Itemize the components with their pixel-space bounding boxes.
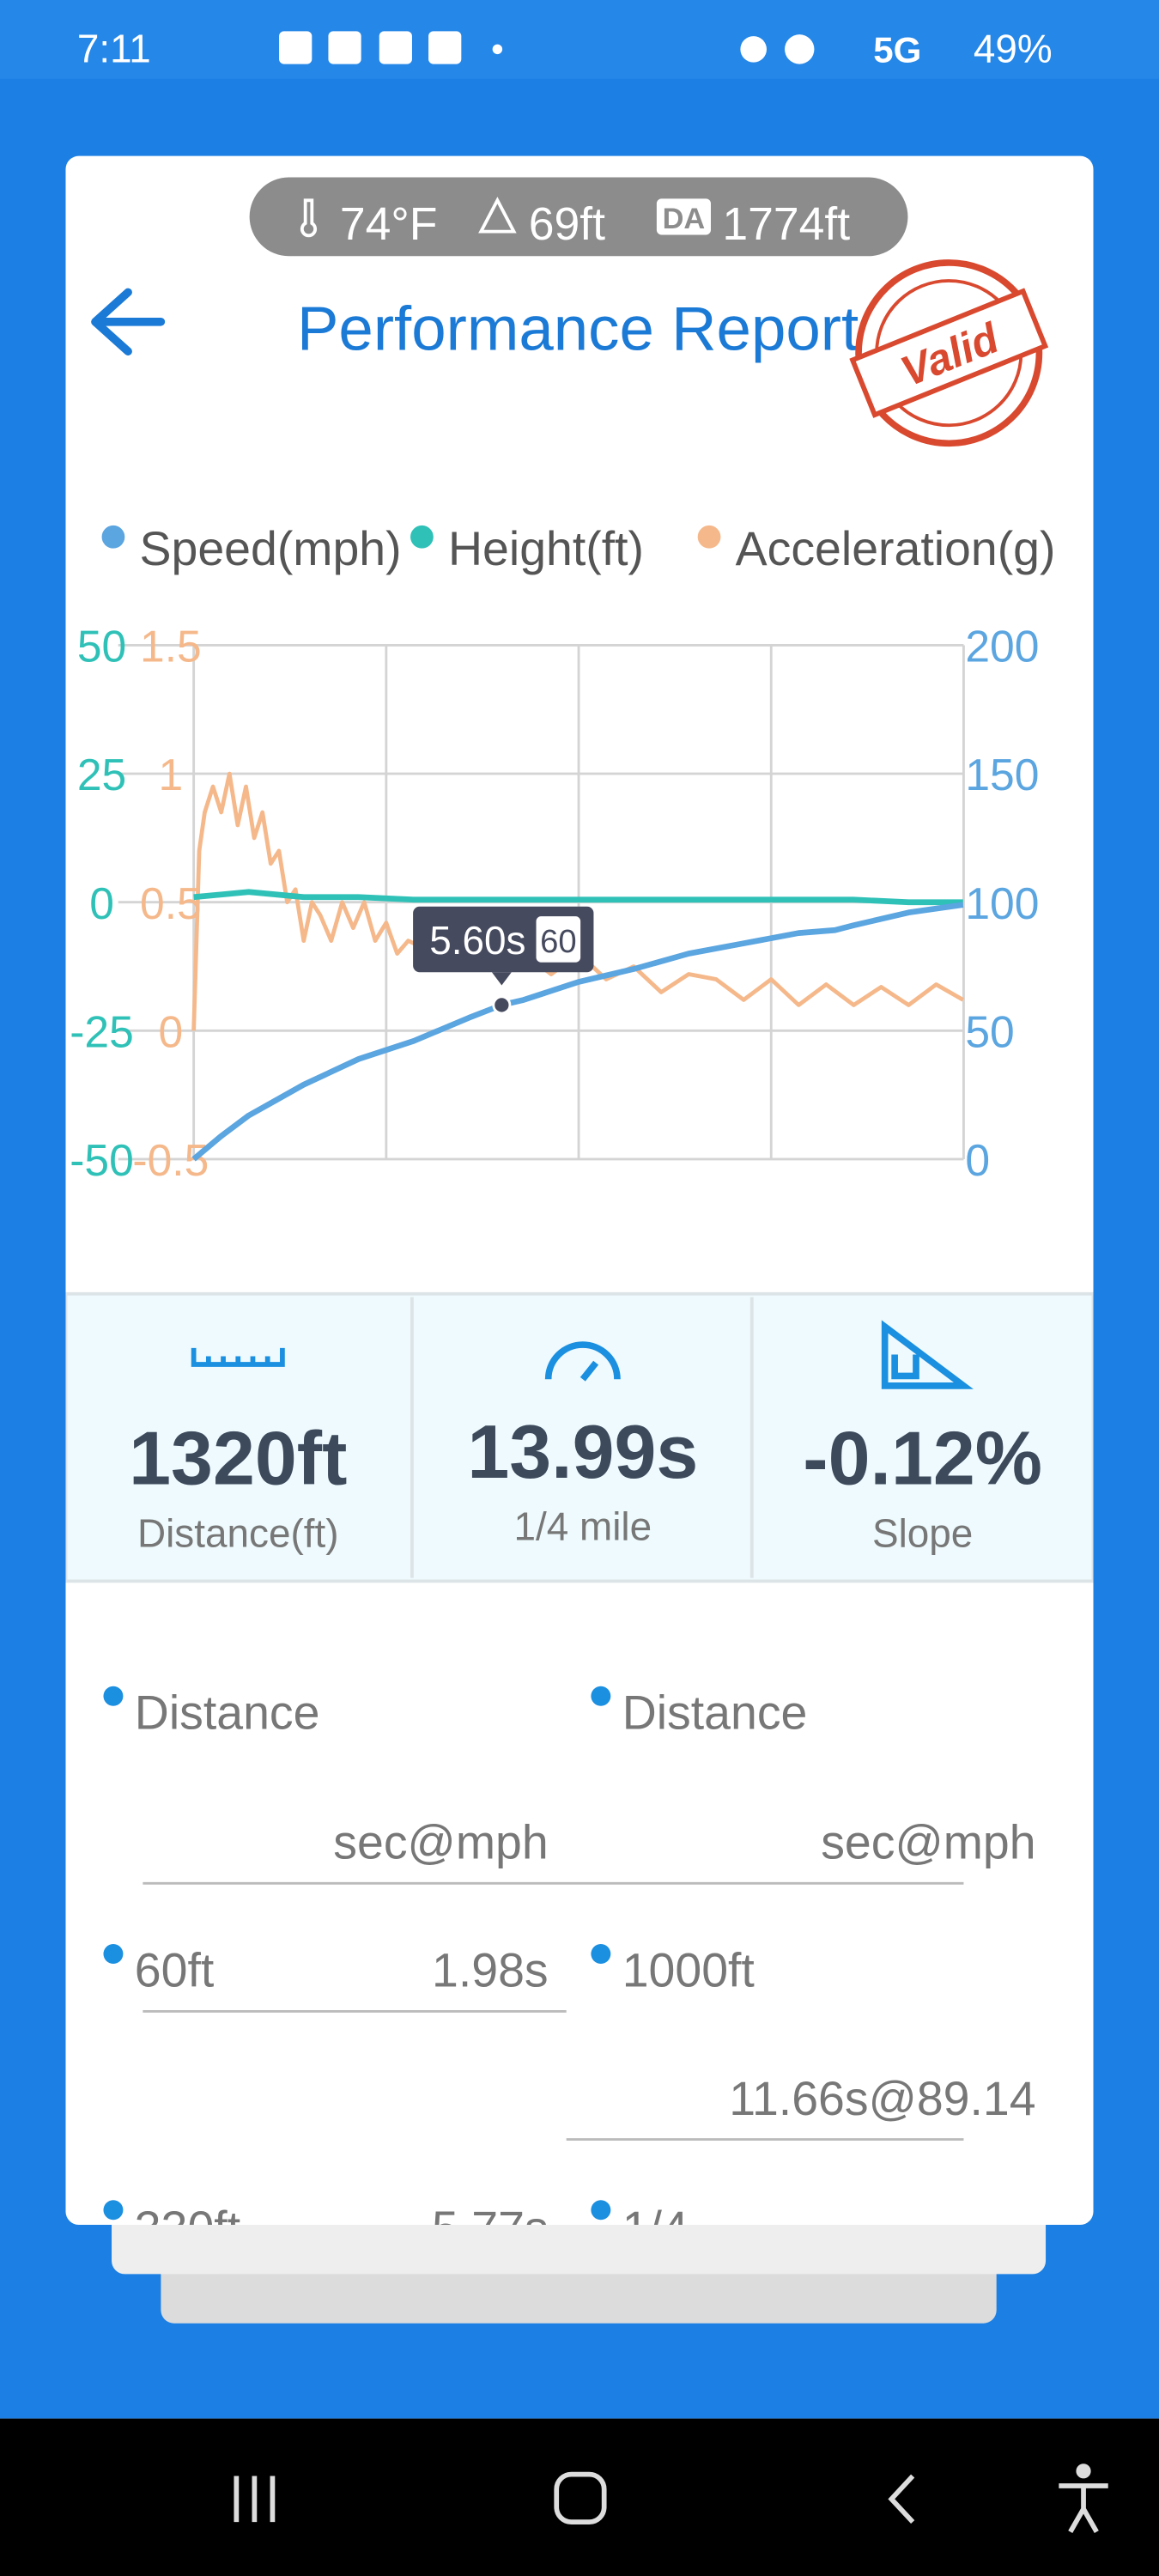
y-tick-label: 0 — [159, 1006, 184, 1056]
series-line — [191, 902, 964, 1162]
y-tick-label: -50 — [70, 1135, 134, 1185]
mountain-icon — [478, 197, 517, 234]
da-badge-text: DA — [663, 203, 706, 235]
legend-dot — [697, 525, 721, 549]
gauge-icon — [544, 1341, 621, 1380]
slope-icon — [881, 1320, 974, 1389]
y-tick-label: 0.5 — [140, 878, 202, 928]
split-time: 5.77s — [432, 2202, 549, 2255]
card-content: 74°F 69ft DA 1774ft Performance Report V… — [65, 177, 1094, 2255]
stat-label: Slope — [872, 1510, 973, 1555]
recents-button[interactable] — [234, 2476, 276, 2523]
legend-label: Height(ft) — [448, 522, 644, 575]
status-network: 5G — [873, 30, 921, 70]
chart: -50 -25 0 25 50 -0.5 0 0.5 1 1.5 0 50 100 150 200 Speed… — [70, 522, 1055, 1185]
y-tick-label: 25 — [77, 750, 126, 799]
y-tick-label: -25 — [70, 1006, 134, 1056]
stamp-band — [849, 288, 1049, 418]
series-line — [191, 771, 964, 1031]
da-badge — [656, 198, 711, 235]
split-header: Distance — [135, 1686, 320, 1740]
series-line — [193, 889, 963, 906]
stat-value: 13.99s — [467, 1409, 698, 1494]
card — [65, 155, 1094, 2225]
tooltip-x: 5.60s — [429, 918, 525, 963]
density-altitude: 1774ft — [722, 199, 850, 250]
status-time: 7:11 — [77, 27, 151, 71]
split-header: Distance — [622, 1686, 808, 1740]
accessibility-button[interactable] — [1059, 2464, 1108, 2533]
y-tick-label: 200 — [965, 622, 1039, 671]
legend-dot — [410, 525, 434, 549]
y-tick-label: 1 — [159, 750, 184, 799]
split-distance: 60ft — [135, 1944, 214, 1997]
altitude: 69ft — [529, 199, 605, 250]
bullets — [103, 1686, 611, 2221]
split-distance: 330ft — [135, 2202, 240, 2255]
split-unit: sec@mph — [333, 1816, 548, 1869]
split-distance: 1000ft — [622, 1944, 755, 1997]
tooltip-badge — [536, 916, 581, 963]
y-tick-label: -0.5 — [132, 1135, 209, 1185]
stat-label: Distance(ft) — [137, 1510, 339, 1555]
split-rules — [143, 1881, 964, 2141]
back-button[interactable] — [91, 288, 166, 355]
status-battery: 49% — [974, 27, 1053, 71]
tooltip-pointer — [491, 972, 512, 986]
thermometer-icon — [300, 198, 317, 238]
legend-label: Acceleration(g) — [736, 522, 1056, 575]
split-unit: sec@mph — [821, 1816, 1035, 1869]
y-tick-label: 150 — [965, 750, 1039, 799]
stat-value: 1320ft — [129, 1416, 347, 1501]
conditions-pill — [249, 177, 908, 257]
split-time: 11.66s@89.14 — [729, 2072, 1035, 2125]
status-bar — [0, 0, 1159, 79]
y-tick-label: 50 — [77, 622, 126, 671]
navigation-bar — [0, 2418, 1159, 2576]
back-nav-button[interactable] — [888, 2474, 915, 2524]
home-button[interactable] — [554, 2471, 607, 2524]
status-icons — [279, 31, 815, 64]
legend-dot — [101, 525, 125, 549]
y-tick-label: 100 — [965, 878, 1039, 928]
legend-label: Speed(mph) — [140, 522, 402, 575]
y-tick-label: 0 — [965, 1135, 990, 1185]
tooltip: 5.60s 60 — [413, 906, 594, 1015]
page-title: Performance Report — [297, 294, 859, 363]
tooltip-value: 60 — [540, 923, 577, 960]
temperature: 74°F — [340, 199, 438, 250]
y-tick-label: 0 — [89, 878, 114, 928]
y-tick-label: 1.5 — [140, 622, 202, 671]
tooltip-point — [492, 995, 512, 1015]
splits: Distance Distance sec@mph sec@mph 60ft 1… — [135, 1686, 1036, 2255]
split-time: 1.98s — [432, 1944, 549, 1997]
stat-value: -0.12% — [803, 1416, 1042, 1501]
gauge-needle — [580, 1360, 599, 1382]
stat-label: 1/4 mile — [514, 1504, 652, 1549]
split-distance: 1/4 — [622, 2202, 689, 2255]
valid-stamp: Valid — [849, 259, 1049, 447]
y-tick-label: 50 — [965, 1006, 1014, 1056]
ruler-icon — [191, 1347, 285, 1367]
